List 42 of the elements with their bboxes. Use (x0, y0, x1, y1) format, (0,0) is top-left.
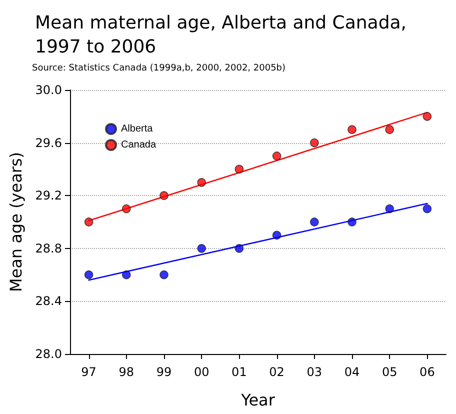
x-tick-label: 99 (156, 365, 172, 379)
point (160, 270, 168, 280)
point (422, 204, 432, 214)
point (84, 270, 94, 280)
point (422, 112, 432, 121)
x-tick-label: 98 (118, 365, 134, 379)
point (84, 218, 94, 226)
legend-label: Canada (121, 140, 156, 150)
point (348, 218, 356, 226)
x-axis-title: Year (240, 390, 276, 410)
x-tick-label: 06 (420, 365, 435, 379)
point (197, 178, 206, 187)
x-tick-label: 04 (344, 365, 360, 379)
y-tick-label: 29.2 (35, 188, 62, 203)
y-tick-label: 28.8 (35, 241, 62, 256)
x-tick-label: 05 (382, 365, 398, 379)
point (348, 125, 356, 134)
y-tick-label: 28.4 (35, 294, 62, 308)
x-tick-label: 00 (194, 365, 210, 379)
point (310, 218, 319, 226)
y-tick-label: 30.0 (35, 83, 62, 97)
point (197, 244, 206, 253)
source-note: Source: Statistics Canada (1999a,b, 2000, 2002, 2005b) (32, 64, 286, 74)
point (272, 152, 282, 160)
x-tick-label: 03 (306, 365, 322, 379)
legend-label: Alberta (121, 124, 154, 134)
point (234, 244, 244, 253)
point (234, 164, 244, 174)
chart-title: Mean maternal age, Alberta and Canada, 1997 to 2006 (35, 12, 407, 58)
point (385, 204, 394, 214)
x-tick-label: 02 (269, 365, 284, 379)
y-tick-label: 29.6 (35, 136, 62, 150)
point (385, 125, 394, 134)
y-axis-title: Mean age (years) (6, 152, 26, 292)
point (122, 204, 131, 214)
point (272, 230, 282, 240)
x-tick-label: 01 (232, 365, 247, 379)
x-tick-label: 97 (81, 365, 96, 379)
point (310, 138, 319, 148)
point (160, 191, 168, 200)
point (122, 270, 131, 280)
y-tick-label: 28.0 (35, 347, 62, 361)
